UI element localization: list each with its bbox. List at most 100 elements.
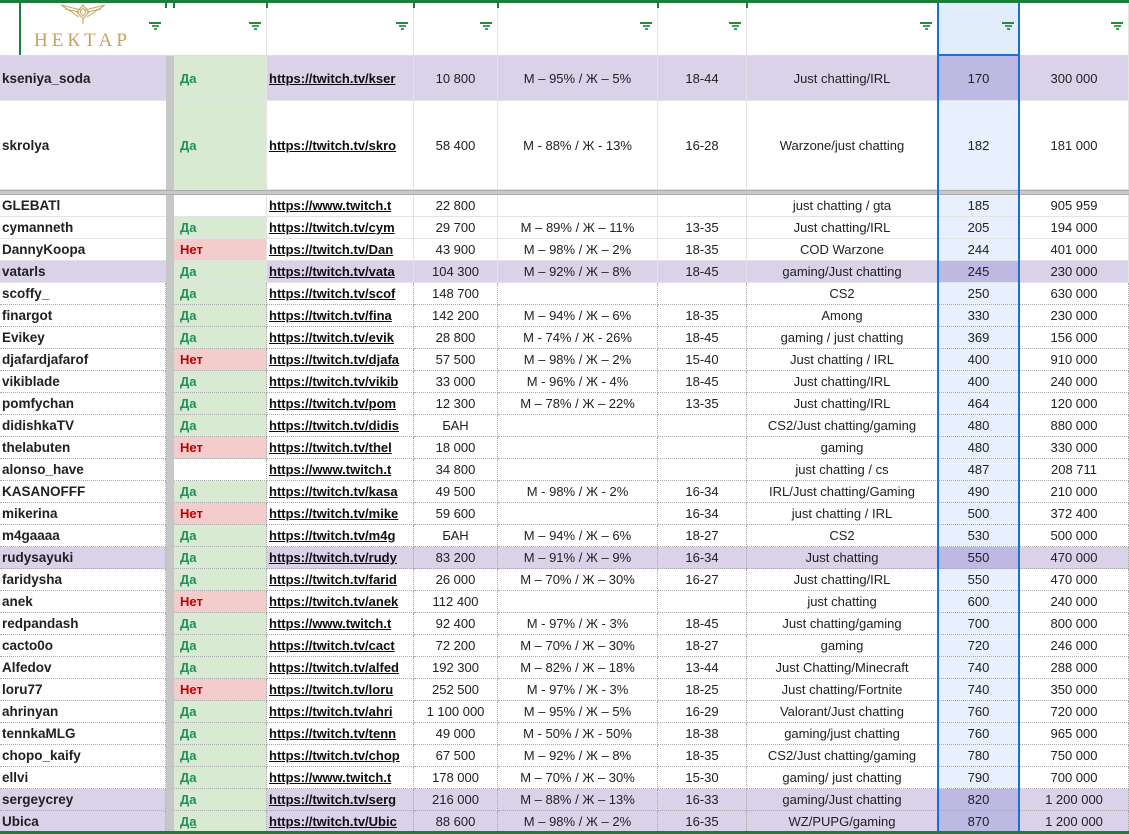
- cell-channel-url[interactable]: https://www.twitch.t: [267, 613, 414, 635]
- cell-viewers[interactable]: 252 500: [414, 679, 498, 701]
- cell-category[interactable]: gaming/Just chatting: [747, 789, 938, 811]
- filter-icon[interactable]: [248, 22, 262, 33]
- cell-viewers[interactable]: 178 000: [414, 767, 498, 789]
- cell-channel-url[interactable]: https://twitch.tv/tenn: [267, 723, 414, 745]
- streamer-link[interactable]: https://twitch.tv/cact: [269, 638, 395, 653]
- cell-followers[interactable]: 350 000: [1020, 679, 1129, 701]
- cell-price[interactable]: 182: [938, 101, 1020, 190]
- cell-price[interactable]: 250: [938, 283, 1020, 305]
- filter-icon[interactable]: [728, 22, 742, 33]
- cell-followers[interactable]: 630 000: [1020, 283, 1129, 305]
- cell-age-range[interactable]: [658, 437, 747, 459]
- cell-streamer-name[interactable]: loru77: [0, 679, 166, 701]
- cell-streamer-name[interactable]: Ubica: [0, 811, 166, 833]
- cell-channel-url[interactable]: https://twitch.tv/m4g: [267, 525, 414, 547]
- cell-streamer-name[interactable]: KASANOFFF: [0, 481, 166, 503]
- cell-age-range[interactable]: 18-27: [658, 635, 747, 657]
- cell-agreed[interactable]: Да: [174, 327, 267, 349]
- cell-category[interactable]: Just chatting/Fortnite: [747, 679, 938, 701]
- header-cell-gender[interactable]: [498, 0, 658, 56]
- streamer-link[interactable]: https://twitch.tv/Dan: [269, 242, 394, 257]
- cell-viewers[interactable]: 72 200: [414, 635, 498, 657]
- cell-gender-split[interactable]: М – 70% / Ж – 30%: [498, 569, 658, 591]
- cell-channel-url[interactable]: https://twitch.tv/evik: [267, 327, 414, 349]
- cell-price[interactable]: 330: [938, 305, 1020, 327]
- cell-agreed[interactable]: Да: [174, 393, 267, 415]
- cell-viewers[interactable]: 142 200: [414, 305, 498, 327]
- cell-age-range[interactable]: 16-28: [658, 101, 747, 190]
- cell-streamer-name[interactable]: m4gaaaa: [0, 525, 166, 547]
- streamer-link[interactable]: https://www.twitch.t: [269, 616, 392, 631]
- cell-agreed[interactable]: Нет: [174, 679, 267, 701]
- cell-gender-split[interactable]: М – 92% / Ж – 8%: [498, 261, 658, 283]
- cell-streamer-name[interactable]: cymanneth: [0, 217, 166, 239]
- cell-agreed[interactable]: Да: [174, 701, 267, 723]
- cell-category[interactable]: Just chatting / IRL: [747, 349, 938, 371]
- cell-agreed[interactable]: Да: [174, 613, 267, 635]
- streamer-link[interactable]: https://twitch.tv/vikib: [269, 374, 399, 389]
- cell-gender-split[interactable]: [498, 195, 658, 217]
- cell-category[interactable]: COD Warzone: [747, 239, 938, 261]
- cell-viewers[interactable]: 18 000: [414, 437, 498, 459]
- cell-category[interactable]: Just chatting/IRL: [747, 56, 938, 101]
- cell-age-range[interactable]: 18-25: [658, 679, 747, 701]
- cell-followers[interactable]: 230 000: [1020, 261, 1129, 283]
- cell-streamer-name[interactable]: chopo_kaify: [0, 745, 166, 767]
- streamer-link[interactable]: https://twitch.tv/m4g: [269, 528, 396, 543]
- cell-channel-url[interactable]: https://twitch.tv/Dan: [267, 239, 414, 261]
- cell-age-range[interactable]: 16-27: [658, 569, 747, 591]
- cell-age-range[interactable]: 15-40: [658, 349, 747, 371]
- cell-age-range[interactable]: [658, 415, 747, 437]
- cell-followers[interactable]: 750 000: [1020, 745, 1129, 767]
- cell-price[interactable]: 400: [938, 371, 1020, 393]
- cell-category[interactable]: CS2: [747, 283, 938, 305]
- cell-age-range[interactable]: 16-33: [658, 789, 747, 811]
- cell-channel-url[interactable]: https://www.twitch.t: [267, 767, 414, 789]
- cell-streamer-name[interactable]: faridysha: [0, 569, 166, 591]
- header-cell-followers[interactable]: [1020, 0, 1129, 56]
- cell-agreed[interactable]: Да: [174, 56, 267, 101]
- cell-streamer-name[interactable]: rudysayuki: [0, 547, 166, 569]
- cell-agreed[interactable]: Нет: [174, 503, 267, 525]
- cell-agreed[interactable]: Да: [174, 101, 267, 190]
- cell-followers[interactable]: 120 000: [1020, 393, 1129, 415]
- cell-age-range[interactable]: 18-27: [658, 525, 747, 547]
- cell-followers[interactable]: 880 000: [1020, 415, 1129, 437]
- cell-price[interactable]: 205: [938, 217, 1020, 239]
- streamer-link[interactable]: https://twitch.tv/rudy: [269, 550, 397, 565]
- cell-age-range[interactable]: [658, 591, 747, 613]
- cell-price[interactable]: 760: [938, 723, 1020, 745]
- cell-price[interactable]: 170: [938, 56, 1020, 101]
- cell-price[interactable]: 185: [938, 195, 1020, 217]
- cell-viewers[interactable]: 58 400: [414, 101, 498, 190]
- filter-icon[interactable]: [1110, 22, 1124, 33]
- streamer-link[interactable]: https://twitch.tv/anek: [269, 594, 399, 609]
- cell-viewers[interactable]: 29 700: [414, 217, 498, 239]
- cell-viewers[interactable]: 22 800: [414, 195, 498, 217]
- cell-viewers[interactable]: 12 300: [414, 393, 498, 415]
- cell-gender-split[interactable]: М - 97% / Ж - 3%: [498, 679, 658, 701]
- cell-price[interactable]: 700: [938, 613, 1020, 635]
- cell-streamer-name[interactable]: pomfychan: [0, 393, 166, 415]
- cell-channel-url[interactable]: https://twitch.tv/vikib: [267, 371, 414, 393]
- cell-gender-split[interactable]: М – 70% / Ж – 30%: [498, 635, 658, 657]
- cell-streamer-name[interactable]: didishkaTV: [0, 415, 166, 437]
- cell-price[interactable]: 760: [938, 701, 1020, 723]
- cell-streamer-name[interactable]: sergeycrey: [0, 789, 166, 811]
- cell-streamer-name[interactable]: vatarls: [0, 261, 166, 283]
- cell-gender-split[interactable]: М - 88% / Ж - 13%: [498, 101, 658, 190]
- cell-age-range[interactable]: 15-30: [658, 767, 747, 789]
- cell-gender-split[interactable]: М – 98% / Ж – 2%: [498, 349, 658, 371]
- cell-price[interactable]: 720: [938, 635, 1020, 657]
- cell-price[interactable]: 550: [938, 569, 1020, 591]
- cell-viewers[interactable]: БАН: [414, 415, 498, 437]
- cell-gender-split[interactable]: М – 70% / Ж – 30%: [498, 767, 658, 789]
- streamer-link[interactable]: https://twitch.tv/thel: [269, 440, 392, 455]
- cell-streamer-name[interactable]: finargot: [0, 305, 166, 327]
- cell-gender-split[interactable]: М – 91% / Ж – 9%: [498, 547, 658, 569]
- cell-gender-split[interactable]: М – 88% / Ж – 13%: [498, 789, 658, 811]
- cell-age-range[interactable]: 18-44: [658, 56, 747, 101]
- cell-agreed[interactable]: Нет: [174, 437, 267, 459]
- streamer-link[interactable]: https://twitch.tv/kasa: [269, 484, 398, 499]
- cell-streamer-name[interactable]: anek: [0, 591, 166, 613]
